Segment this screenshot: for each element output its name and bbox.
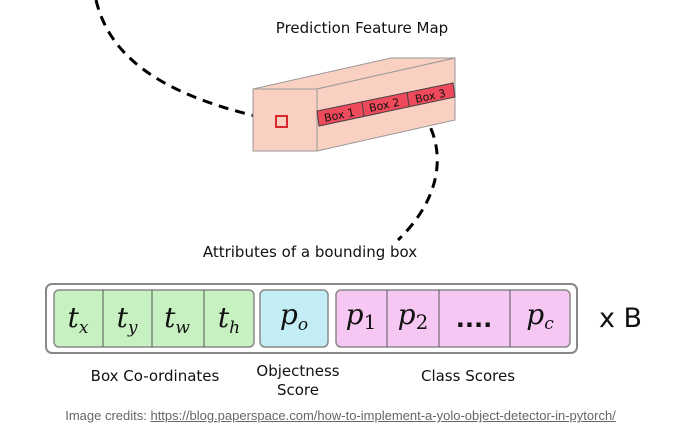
class-pc: pc	[526, 298, 554, 334]
class-p1: p1	[346, 298, 377, 334]
coord-ty: ty	[117, 301, 138, 338]
box-label-1: Box 1	[323, 106, 356, 125]
multiplier-label: x B	[599, 303, 642, 334]
credit-prefix: Image credits:	[65, 408, 151, 423]
class-ellipsis: ....	[456, 305, 492, 333]
dashed-curve-top	[94, 0, 279, 123]
objectness-background	[259, 289, 329, 348]
box-strip	[316, 82, 456, 127]
objectness-group: po	[259, 289, 329, 348]
feature-map-cube: Box 1 Box 2 Box 3	[252, 57, 456, 152]
classes-background	[335, 289, 571, 348]
grid-cell-marker	[275, 115, 288, 128]
box-label-2: Box 2	[368, 96, 401, 115]
classes-group-label: Class Scores	[421, 367, 515, 385]
objectness-group-label-line1: Objectness	[256, 362, 339, 380]
objectness-po: po	[280, 298, 308, 335]
coord-tx: tx	[68, 301, 89, 338]
box-label-3: Box 3	[414, 87, 447, 106]
feature-map-title: Prediction Feature Map	[276, 19, 448, 37]
objectness-group-label-line2: Score	[277, 381, 319, 399]
coord-tw: tw	[164, 301, 190, 338]
class-p2: p2	[398, 298, 429, 334]
attributes-title: Attributes of a bounding box	[203, 243, 417, 261]
coord-th: th	[218, 301, 240, 338]
image-credit: Image credits: https://blog.paperspace.c…	[0, 408, 681, 423]
box-divider-1	[361, 101, 365, 117]
coords-group-label: Box Co-ordinates	[91, 367, 220, 385]
box-coordinates-group: tx ty tw th	[53, 289, 255, 348]
credit-link[interactable]: https://blog.paperspace.com/how-to-imple…	[150, 408, 616, 423]
box-divider-2	[406, 91, 410, 108]
cube-front-face	[252, 88, 318, 152]
class-scores-group: p1 p2 .... pc	[335, 289, 571, 348]
